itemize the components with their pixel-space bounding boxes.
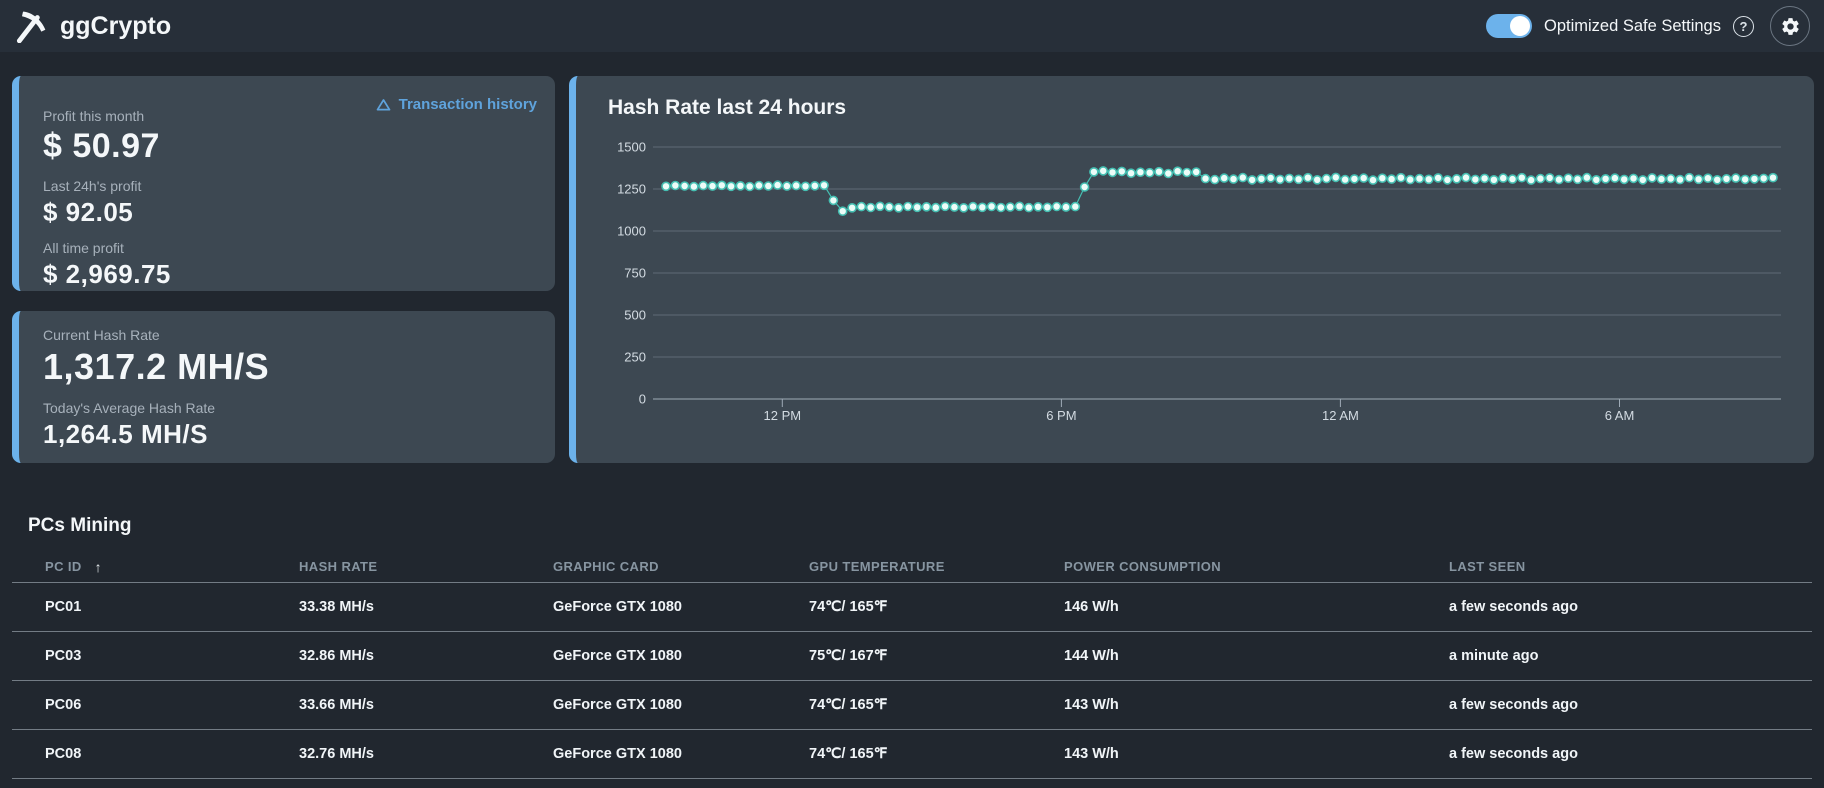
- brand-name: ggCrypto: [60, 11, 172, 40]
- table-row[interactable]: PC03 32.86 MH/s GeForce GTX 1080 75℃/ 167℉ 1…: [12, 632, 1812, 681]
- table-body: PC01 33.38 MH/s GeForce GTX 1080 74℃/ 165℉ 1…: [12, 583, 1812, 779]
- table-title: PCs Mining: [28, 515, 132, 536]
- profit-24h-value: $ 92.05: [43, 197, 134, 227]
- table-cell: PC06: [45, 697, 82, 713]
- current-hashrate-label: Current Hash Rate: [43, 327, 160, 343]
- profit-24h-label: Last 24h's profit: [43, 178, 142, 194]
- table-cell: a few seconds ago: [1449, 599, 1578, 615]
- table-cell: GeForce GTX 1080: [553, 648, 682, 664]
- main-content: Transaction history Profit this month $ …: [0, 52, 1824, 779]
- brand: ggCrypto: [14, 9, 171, 43]
- profit-alltime-value: $ 2,969.75: [43, 259, 171, 289]
- column-header-last-seen[interactable]: LAST SEEN: [1449, 559, 1526, 574]
- triangle-icon: [376, 99, 390, 111]
- table-cell: 32.86 MH/s: [299, 648, 374, 664]
- help-icon[interactable]: ?: [1733, 15, 1754, 37]
- column-header-gpu-temperature[interactable]: GPU TEMPERATURE: [809, 559, 945, 574]
- table-cell: 74℃/ 165℉: [809, 697, 888, 713]
- table-cell: 33.38 MH/s: [299, 599, 374, 615]
- table-row[interactable]: PC01 33.38 MH/s GeForce GTX 1080 74℃/ 165℉ 1…: [12, 583, 1812, 632]
- table-cell: a few seconds ago: [1449, 746, 1578, 762]
- hash-rate-chart: 0 250 500 750 1000 1250 1500 12 PM 6 PM 12 AM 6 AM: [617, 140, 1781, 423]
- profit-month-value: $ 50.97: [43, 127, 160, 165]
- column-header-hash-rate[interactable]: HASH RATE: [299, 559, 378, 574]
- current-hashrate-value: 1,317.2 MH/S: [43, 346, 270, 387]
- gear-icon: [1781, 17, 1799, 35]
- table-cell: PC01: [45, 599, 82, 615]
- profit-month-label: Profit this month: [43, 108, 145, 124]
- sort-asc-icon[interactable]: ↑: [94, 558, 103, 575]
- table-cell: 75℃/ 167℉: [809, 648, 888, 664]
- hashrate-card: Current Hash Rate 1,317.2 MH/S Today's A…: [12, 311, 555, 463]
- topbar-right: Optimized Safe Settings ?: [1485, 6, 1810, 46]
- column-header-graphic-card[interactable]: GRAPHIC CARD: [553, 559, 659, 574]
- table-cell: 143 W/h: [1064, 697, 1119, 713]
- table-row[interactable]: PC08 32.76 MH/s GeForce GTX 1080 74℃/ 165℉ 1…: [12, 730, 1812, 779]
- pcs-mining-table: PC ID ↑ HASH RATE GRAPHIC CARD GPU TEMPE…: [12, 551, 1812, 779]
- transaction-history-link[interactable]: Transaction history: [376, 96, 537, 113]
- pickaxe-logo-icon: [16, 11, 46, 43]
- hashrate-chart-card: Hash Rate last 24 hours 0 250 500 750 1000 12…: [569, 76, 1814, 463]
- svg-text:12 AM: 12 AM: [1322, 408, 1359, 423]
- svg-text:12 PM: 12 PM: [764, 408, 802, 423]
- table-cell: 143 W/h: [1064, 746, 1119, 762]
- settings-button[interactable]: [1770, 6, 1810, 46]
- table-cell: 144 W/h: [1064, 648, 1119, 664]
- svg-text:250: 250: [624, 350, 646, 365]
- table-cell: GeForce GTX 1080: [553, 697, 682, 713]
- table-cell: a minute ago: [1449, 648, 1539, 664]
- svg-text:750: 750: [624, 266, 646, 281]
- svg-text:500: 500: [624, 308, 646, 323]
- table-cell: a few seconds ago: [1449, 697, 1578, 713]
- table-cell: 74℃/ 165℉: [809, 599, 888, 615]
- column-header-power-consumption[interactable]: POWER CONSUMPTION: [1064, 559, 1222, 574]
- table-cell: 32.76 MH/s: [299, 746, 374, 762]
- table-cell: 33.66 MH/s: [299, 697, 374, 713]
- avg-hashrate-label: Today's Average Hash Rate: [43, 400, 216, 416]
- svg-text:0: 0: [639, 392, 646, 407]
- table-cell: GeForce GTX 1080: [553, 599, 682, 615]
- avg-hashrate-value: 1,264.5 MH/S: [43, 419, 208, 449]
- svg-text:6 AM: 6 AM: [1605, 408, 1635, 423]
- svg-text:6 PM: 6 PM: [1046, 408, 1076, 423]
- table-header-row: PC ID ↑ HASH RATE GRAPHIC CARD GPU TEMPE…: [12, 551, 1812, 583]
- table-cell: 146 W/h: [1064, 599, 1119, 615]
- profit-card: Transaction history Profit this month $ …: [12, 76, 555, 291]
- table-row[interactable]: PC06 33.66 MH/s GeForce GTX 1080 74℃/ 165℉ 1…: [12, 681, 1812, 730]
- column-header-pc-id[interactable]: PC ID ↑: [45, 558, 103, 575]
- table-cell: PC03: [45, 648, 82, 664]
- top-bar: ggCrypto Optimized Safe Settings ?: [0, 0, 1824, 52]
- table-cell: GeForce GTX 1080: [553, 746, 682, 762]
- transaction-history-label: Transaction history: [398, 96, 537, 113]
- svg-text:1250: 1250: [617, 182, 646, 197]
- optimized-safe-settings-toggle[interactable]: [1485, 14, 1532, 38]
- chart-title: Hash Rate last 24 hours: [608, 96, 847, 119]
- table-cell: 74℃/ 165℉: [809, 746, 888, 762]
- svg-text:1000: 1000: [617, 224, 646, 239]
- svg-text:1500: 1500: [617, 140, 646, 155]
- profit-alltime-label: All time profit: [43, 240, 124, 256]
- toggle-knob: [1509, 16, 1530, 36]
- table-cell: PC08: [45, 746, 82, 762]
- toggle-label: Optimized Safe Settings: [1543, 16, 1721, 35]
